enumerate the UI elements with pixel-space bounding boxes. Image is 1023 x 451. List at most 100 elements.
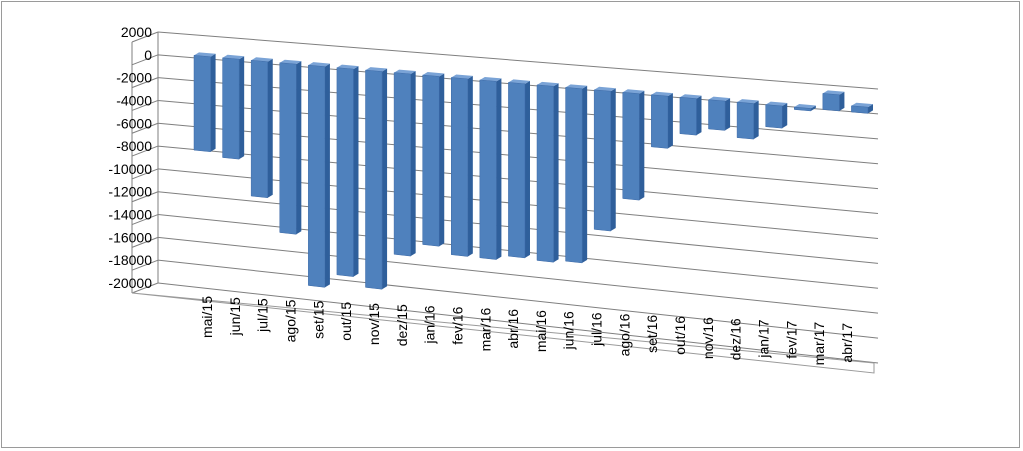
- bar-side-face: [667, 93, 673, 149]
- y-tick-label: -12000: [108, 184, 152, 200]
- gridline: [157, 31, 879, 90]
- side-wall-gridline: [131, 236, 159, 248]
- y-tick-label: -4000: [116, 92, 152, 108]
- bar-front-face: [422, 74, 440, 247]
- x-tick-label: jul/15: [255, 298, 271, 333]
- bar: [851, 102, 873, 114]
- bar-side-face: [753, 100, 759, 140]
- bar-front-face: [308, 64, 326, 288]
- x-tick-label: set/15: [310, 300, 326, 338]
- bar: [222, 54, 245, 160]
- bar: [822, 90, 845, 112]
- bar-front-face: [365, 69, 383, 290]
- bar-side-face: [410, 70, 416, 257]
- bar-side-face: [324, 63, 330, 288]
- x-tick-label: dez/15: [394, 304, 410, 346]
- y-tick-label: -6000: [116, 115, 152, 131]
- bar: [765, 101, 788, 129]
- x-tick-label: mar/16: [477, 308, 493, 352]
- bar: [393, 69, 416, 257]
- side-wall-gridline: [131, 31, 159, 43]
- x-tick-label: nov/16: [700, 317, 716, 359]
- bar: [451, 74, 473, 257]
- bar-front-face: [622, 91, 640, 201]
- side-wall-gridline: [131, 282, 159, 294]
- bar: [336, 64, 359, 277]
- x-tick-label: mai/16: [533, 310, 549, 352]
- bar-side-face: [353, 66, 359, 277]
- bar-front-face: [794, 106, 812, 112]
- bar-front-face: [479, 79, 497, 260]
- bar-front-face: [565, 87, 583, 264]
- y-tick-label: -18000: [108, 252, 152, 268]
- bar: [708, 96, 731, 131]
- y-tick-label: -20000: [108, 275, 152, 291]
- y-tick-label: -14000: [108, 207, 152, 223]
- bar-side-face: [524, 80, 530, 258]
- bar-side-face: [210, 53, 216, 152]
- bar-front-face: [193, 55, 211, 153]
- bar-front-face: [279, 62, 297, 235]
- bar: [794, 104, 816, 112]
- y-tick-label: 0: [144, 47, 152, 63]
- bar: [593, 86, 616, 232]
- x-tick-label: mar/17: [811, 322, 827, 366]
- bar-side-face: [382, 68, 388, 290]
- bar-front-face: [851, 105, 869, 114]
- x-tick-label: out/15: [338, 302, 354, 341]
- bar-side-face: [496, 78, 502, 260]
- bar: [679, 94, 702, 136]
- bar: [736, 99, 759, 140]
- x-tick-label: dez/16: [728, 318, 744, 360]
- x-tick-label: set/16: [644, 315, 660, 353]
- bar-front-face: [765, 104, 783, 129]
- bar-front-face: [593, 89, 611, 232]
- x-tick-label: abr/17: [839, 323, 855, 363]
- bar-front-face: [451, 77, 469, 257]
- bar-front-face: [708, 99, 726, 131]
- y-axis-ticks: 2000 0 -2000 -4000 -6000 -8000 -10000 -12000 -14…: [108, 24, 152, 291]
- bar-front-face: [336, 67, 354, 277]
- bar-side-face: [610, 88, 616, 232]
- bar-side-face: [696, 95, 702, 136]
- gridline: [157, 282, 879, 364]
- bar: [508, 79, 530, 259]
- bar: [365, 67, 388, 290]
- bar: [536, 81, 559, 263]
- bar-side-face: [239, 56, 245, 160]
- y-tick-label: -10000: [108, 161, 152, 177]
- bar-side-face: [553, 83, 559, 263]
- bar: [479, 76, 502, 260]
- bar-front-face: [536, 84, 554, 263]
- bar-side-face: [725, 98, 731, 131]
- x-tick-label: jun/16: [561, 311, 577, 350]
- x-tick-label: abr/16: [505, 309, 521, 349]
- side-wall-gridline: [131, 191, 159, 203]
- bar: [250, 57, 273, 199]
- bars-layer: [193, 52, 873, 290]
- bar-side-face: [582, 85, 588, 263]
- bar-side-face: [639, 90, 645, 201]
- floor-outline: [131, 292, 875, 374]
- bar-side-face: [467, 75, 473, 257]
- bar: [279, 59, 302, 235]
- bar-front-face: [736, 101, 754, 140]
- bar-front-face: [822, 93, 840, 112]
- bar-side-face: [867, 104, 873, 114]
- side-wall-gridline: [131, 214, 159, 226]
- bar-side-face: [439, 73, 445, 247]
- x-tick-label: fev/16: [449, 306, 465, 344]
- x-tick-label: out/16: [672, 316, 688, 355]
- bar-front-face: [679, 96, 697, 136]
- y-tick-label: -2000: [116, 70, 152, 86]
- bar-front-face: [508, 82, 526, 259]
- bar-side-face: [810, 105, 816, 111]
- bar-front-face: [250, 59, 268, 199]
- bar-side-face: [839, 91, 845, 111]
- side-wall-gridline: [131, 77, 159, 89]
- x-tick-label: mai/15: [199, 296, 215, 338]
- x-tick-label: ago/16: [616, 313, 632, 356]
- bar: [651, 91, 673, 149]
- side-wall-gridline: [131, 259, 159, 271]
